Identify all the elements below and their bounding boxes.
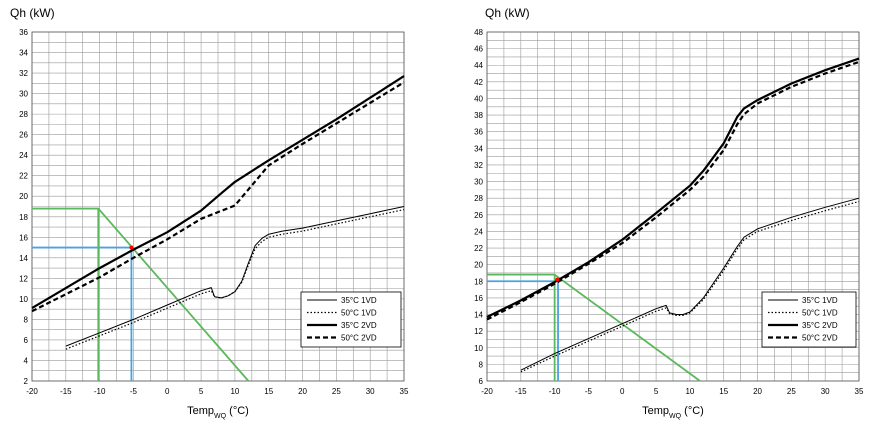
legend-label: 35°C 1VD xyxy=(341,296,377,305)
x-tick-label: -10 xyxy=(549,387,561,396)
y-tick-label: 30 xyxy=(19,90,28,99)
y-tick-label: 16 xyxy=(474,294,483,303)
x-tick-label: 5 xyxy=(654,387,659,396)
x-tick-label: -20 xyxy=(26,387,38,396)
x-tick-label: -15 xyxy=(515,387,527,396)
y-tick-label: 14 xyxy=(19,254,28,263)
y-tick-label: 34 xyxy=(19,49,28,58)
y-tick-label: 34 xyxy=(474,144,483,153)
legend-label: 50°C 2VD xyxy=(802,334,838,343)
chart-right-svg: 6 8 10 12 14 16 18 20 22 24 26 28 30 32 34 36 38 40 42 44 46… xyxy=(474,6,864,420)
x-tick-label: 35 xyxy=(855,387,864,396)
x-tick-label: 0 xyxy=(165,387,170,396)
y-tick-label: 26 xyxy=(474,211,483,220)
x-tick-label: -15 xyxy=(60,387,72,396)
x-tick-label: 5 xyxy=(199,387,204,396)
chart-right: 6 8 10 12 14 16 18 20 22 24 26 28 30 32 34 36 38 40 42 44 46… xyxy=(436,0,872,433)
y-tick-label: 32 xyxy=(19,69,28,78)
legend-label: 35°C 1VD xyxy=(802,296,838,305)
legend-label: 35°C 2VD xyxy=(802,321,838,330)
y-tick-label: 36 xyxy=(474,128,483,137)
y-tick-label: 48 xyxy=(474,28,483,37)
y-tick-label: 38 xyxy=(474,111,483,120)
x-tick-label: 25 xyxy=(332,387,341,396)
x-tick-label: -5 xyxy=(585,387,593,396)
chart-title: Qh (kW) xyxy=(485,6,530,20)
y-tick-label: 6 xyxy=(479,377,484,386)
x-tick-label: 20 xyxy=(753,387,762,396)
y-tick-label: 8 xyxy=(24,315,29,324)
chart-left: 2 4 6 8 10 12 14 16 18 20 22 24 26 28 30 32 34 36 -20 -15 -1… xyxy=(10,6,409,420)
intersection-marker xyxy=(129,245,134,250)
x-tick-label: 35 xyxy=(400,387,409,396)
plot-frame xyxy=(486,31,860,382)
y-tick-label: 2 xyxy=(24,377,29,386)
series-line-1 xyxy=(520,200,860,373)
x-tick-label: -5 xyxy=(130,387,138,396)
legend-label: 50°C 1VD xyxy=(341,309,377,318)
x-axis-label: TempWQ (°C) xyxy=(187,405,249,420)
x-axis-label: TempWQ (°C) xyxy=(642,405,704,420)
y-tick-label: 24 xyxy=(19,151,28,160)
y-tick-label: 26 xyxy=(19,131,28,140)
series-line-0 xyxy=(520,197,860,371)
x-tick-label: 15 xyxy=(719,387,728,396)
y-tick-label: 20 xyxy=(19,192,28,201)
y-tick-label: 20 xyxy=(474,261,483,270)
x-tick-label: 30 xyxy=(821,387,830,396)
y-tick-label: 28 xyxy=(19,110,28,119)
y-tick-label: 16 xyxy=(19,233,28,242)
y-tick-label: 4 xyxy=(24,356,29,365)
y-tick-label: 40 xyxy=(474,94,483,103)
series-line-2 xyxy=(31,75,405,310)
y-tick-label: 12 xyxy=(19,274,28,283)
y-tick-label: 46 xyxy=(474,45,483,54)
series-line-2 xyxy=(486,57,860,318)
y-tick-label: 22 xyxy=(19,172,28,181)
y-tick-label: 22 xyxy=(474,244,483,253)
y-tick-label: 30 xyxy=(474,178,483,187)
y-tick-label: 42 xyxy=(474,78,483,87)
chart-title: Qh (kW) xyxy=(10,6,55,20)
legend-label: 50°C 2VD xyxy=(341,334,377,343)
x-tick-label: 10 xyxy=(230,387,239,396)
x-tick-label: 20 xyxy=(298,387,307,396)
series-line-3 xyxy=(486,60,860,321)
y-tick-label: 32 xyxy=(474,161,483,170)
x-tick-label: -10 xyxy=(94,387,106,396)
green-ref-path xyxy=(487,273,701,382)
x-tick-label: 30 xyxy=(366,387,375,396)
x-tick-label: 10 xyxy=(685,387,694,396)
x-tick-label: 15 xyxy=(264,387,273,396)
y-tick-label: 10 xyxy=(19,295,28,304)
y-tick-label: 18 xyxy=(474,277,483,286)
y-tick-label: 24 xyxy=(474,227,483,236)
y-tick-label: 8 xyxy=(479,360,484,369)
legend-label: 35°C 2VD xyxy=(341,321,377,330)
series-line-1 xyxy=(65,209,405,350)
x-tick-label: 0 xyxy=(620,387,625,396)
y-tick-label: 14 xyxy=(474,311,483,320)
x-tick-label: -20 xyxy=(481,387,493,396)
series-line-0 xyxy=(65,206,405,347)
y-tick-label: 44 xyxy=(474,61,483,70)
x-tick-label: 25 xyxy=(787,387,796,396)
y-tick-label: 10 xyxy=(474,344,483,353)
y-tick-label: 36 xyxy=(19,28,28,37)
y-tick-label: 6 xyxy=(24,336,29,345)
legend-label: 50°C 1VD xyxy=(802,309,838,318)
y-tick-label: 28 xyxy=(474,194,483,203)
y-tick-label: 12 xyxy=(474,327,483,336)
y-tick-label: 18 xyxy=(19,213,28,222)
intersection-marker xyxy=(555,277,560,282)
